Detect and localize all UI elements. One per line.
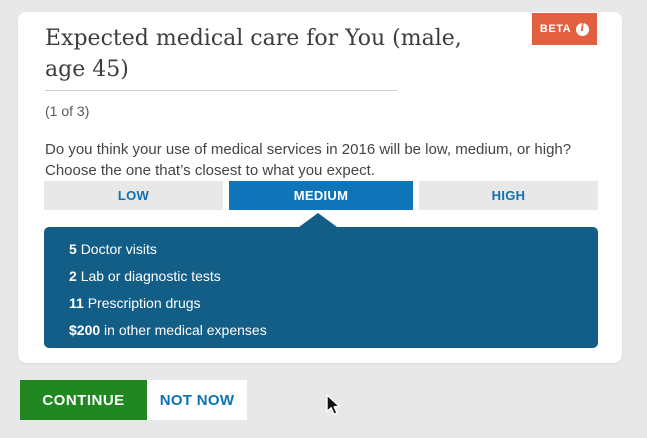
- usage-details-panel: 5 Doctor visits 2 Lab or diagnostic test…: [44, 227, 598, 348]
- question-line-1: Do you think your use of medical service…: [45, 141, 572, 158]
- usage-value: $200: [69, 322, 101, 338]
- list-item: 11 Prescription drugs: [69, 290, 578, 317]
- selected-tab-pointer: [299, 213, 337, 227]
- list-item: 2 Lab or diagnostic tests: [69, 263, 578, 290]
- usage-value: 11: [69, 295, 84, 311]
- tab-medium[interactable]: MEDIUM: [229, 181, 413, 210]
- tab-low[interactable]: LOW: [44, 181, 223, 210]
- usage-label: Prescription drugs: [87, 295, 201, 311]
- page-title: Expected medical care for You (male, age…: [45, 26, 462, 82]
- beta-badge[interactable]: BETA i: [532, 13, 597, 45]
- info-icon[interactable]: i: [576, 22, 590, 36]
- usage-label: Lab or diagnostic tests: [80, 268, 221, 284]
- usage-value: 2: [69, 268, 77, 284]
- usage-level-tabs: LOW MEDIUM HIGH: [44, 181, 598, 210]
- continue-button[interactable]: CONTINUE: [20, 380, 147, 420]
- not-now-button[interactable]: NOT NOW: [147, 380, 247, 420]
- usage-label: Doctor visits: [80, 241, 157, 257]
- question-text: Do you think your use of medical service…: [45, 139, 610, 181]
- question-line-2: Choose the one that’s closest to what yo…: [45, 162, 375, 179]
- list-item: 5 Doctor visits: [69, 236, 578, 263]
- usage-label: in other medical expenses: [104, 322, 267, 338]
- mouse-cursor: [326, 394, 341, 415]
- title-divider: [45, 90, 397, 91]
- medical-care-card: BETA i Expected medical care for You (ma…: [18, 12, 622, 363]
- list-item: $200 in other medical expenses: [69, 317, 578, 344]
- tab-high[interactable]: HIGH: [419, 181, 598, 210]
- beta-badge-label: BETA: [539, 23, 572, 35]
- usage-value: 5: [69, 241, 77, 257]
- step-indicator: (1 of 3): [45, 103, 90, 119]
